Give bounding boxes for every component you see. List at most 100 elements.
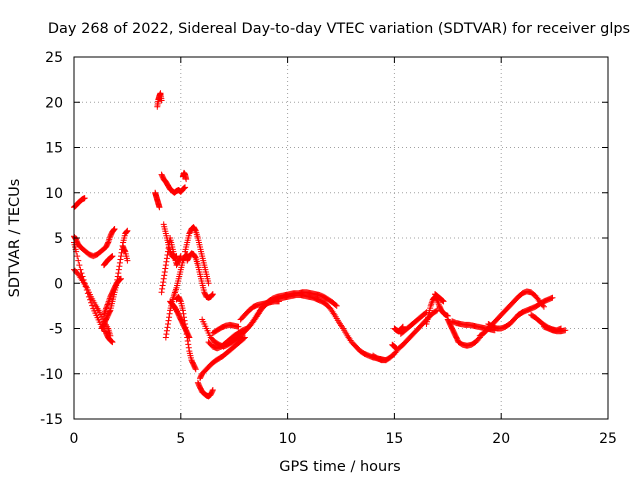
y-tick-label: 20 (45, 95, 63, 111)
series-track-b (71, 225, 118, 260)
data-point (162, 262, 169, 269)
x-tick-label: 25 (599, 431, 617, 447)
data-point (475, 335, 482, 342)
data-point (166, 310, 173, 317)
data-point (209, 387, 216, 394)
data-point (241, 334, 248, 341)
data-point (399, 324, 406, 331)
data-point (164, 320, 171, 327)
data-point (163, 331, 170, 338)
data-point (235, 323, 242, 330)
data-point (192, 366, 199, 373)
data-point (74, 253, 81, 260)
data-point (180, 310, 187, 317)
data-point (440, 298, 447, 305)
data-point (333, 302, 340, 309)
series-track-q (173, 293, 199, 373)
data-point (163, 258, 170, 265)
data-point (104, 302, 111, 309)
series-track-g (100, 253, 116, 269)
series-track-y (237, 298, 283, 323)
data-point (240, 335, 247, 342)
data-point (184, 334, 191, 341)
series-track-r (182, 224, 212, 287)
data-point (116, 259, 123, 266)
data-point (165, 317, 172, 324)
data-point (276, 298, 283, 305)
data-point (110, 227, 117, 234)
y-tick-label: -15 (40, 412, 63, 428)
data-point (123, 229, 130, 236)
data-point (81, 195, 88, 202)
data-point (192, 365, 199, 372)
data-point (161, 272, 168, 279)
series-track-aj (515, 294, 556, 318)
data-point (161, 268, 168, 275)
data-point (123, 228, 130, 235)
data-point (208, 292, 215, 299)
data-point (183, 176, 190, 183)
data-point (159, 285, 166, 292)
data-point (115, 266, 122, 273)
data-point (181, 314, 188, 321)
series-track-ae (431, 291, 447, 305)
data-point (182, 320, 189, 327)
data-point (117, 275, 124, 282)
data-point (184, 337, 191, 344)
data-point (116, 263, 123, 270)
data-point (393, 345, 400, 352)
series-track-u (197, 334, 248, 382)
series-track-ah (476, 288, 547, 339)
data-point (104, 240, 111, 247)
data-point (205, 280, 212, 287)
series-track-w (205, 289, 340, 352)
y-tick-label: 10 (45, 186, 63, 202)
y-tick-label: -5 (49, 322, 63, 338)
data-point (75, 257, 82, 264)
data-point (104, 301, 111, 308)
data-point (182, 324, 189, 331)
series-track-p (167, 298, 193, 341)
data-point (209, 291, 216, 298)
y-tick-label: 15 (45, 141, 63, 157)
series-track-j (152, 189, 163, 211)
data-point (183, 331, 190, 338)
axis-ticks: 0 5 10 15 20 25 -15 -10 -5 0 5 10 15 20 25 (40, 50, 617, 447)
series-track-k (158, 171, 189, 196)
data-point (107, 332, 114, 339)
series-track-ab (397, 309, 430, 337)
series-track-i (154, 90, 165, 110)
data-point (209, 291, 216, 298)
data-point (124, 227, 131, 234)
data-point (166, 314, 173, 321)
x-tick-label: 0 (70, 431, 79, 447)
data-point (111, 225, 118, 232)
y-axis-label: SDTVAR / TECUs (7, 179, 23, 298)
series-track-f (100, 275, 124, 318)
series-track-n (160, 221, 180, 261)
data-point (111, 226, 118, 233)
data-point (332, 301, 339, 308)
data-point (209, 388, 216, 395)
data-point (549, 294, 556, 301)
x-axis-label: GPS time / hours (279, 459, 400, 475)
y-tick-label: 0 (54, 276, 63, 292)
data-point (114, 273, 121, 280)
y-tick-label: 5 (54, 231, 63, 247)
data-point (181, 317, 188, 324)
series-track-x (209, 321, 242, 337)
x-tick-label: 10 (279, 431, 297, 447)
data-point (115, 270, 122, 277)
data-point (117, 256, 124, 263)
data-point (173, 253, 180, 260)
x-tick-label: 15 (385, 431, 403, 447)
data-point (124, 257, 131, 264)
data-point (158, 289, 165, 296)
data-point (192, 254, 199, 261)
series-track-af (444, 316, 483, 349)
data-point (399, 323, 406, 330)
y-tick-label: -10 (40, 367, 63, 383)
data-point (160, 279, 167, 286)
data-point (185, 341, 192, 348)
